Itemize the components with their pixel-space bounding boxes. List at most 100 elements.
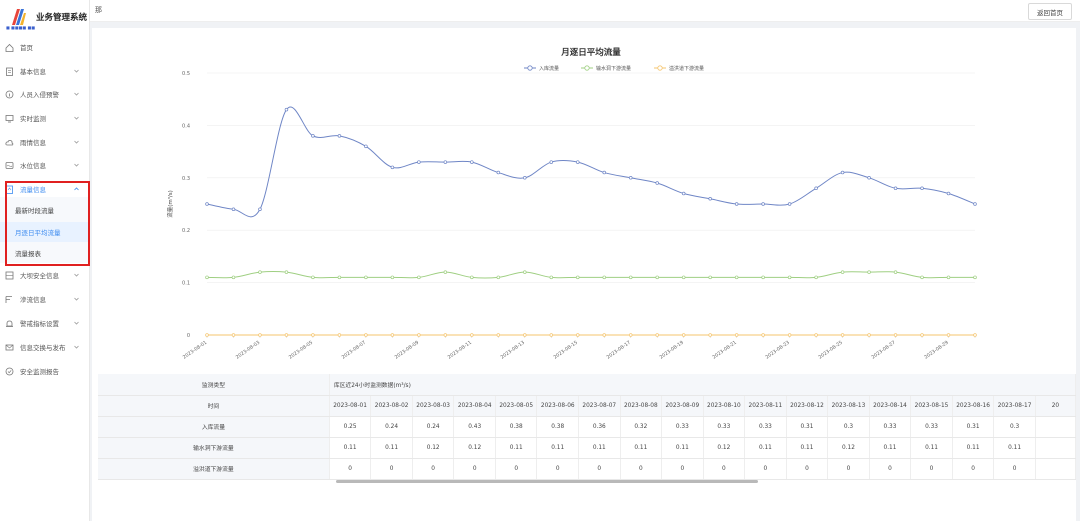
x-tick-label-22: 2023-08-23 [764,340,790,361]
series-1-point-3 [284,270,289,274]
table-cell: 0.25 [329,416,372,438]
table-cell: 2023-08-08 [620,395,663,417]
table-row: 入库流量 0.25 0.24 0.24 0.43 0.38 0.38 0.36 0.32 0.33… [98,416,1076,438]
table-cell: 0.11 [370,437,413,459]
table-cell: 2023-08-01 [329,395,372,417]
y-tick-label-3: 0.3 [182,176,190,182]
series-line-1 [206,270,975,279]
chevron-down-icon [73,67,80,74]
sidebar-item-9[interactable]: 警戒指标设置 [0,313,90,333]
table-cell: 0 [578,458,621,480]
table-cell: 0.11 [329,437,372,459]
series-2-point-11 [496,333,501,337]
table-cell: 0.24 [412,416,455,438]
x-tick-label-6: 2023-08-07 [341,340,367,361]
series-1-point-12 [523,270,527,274]
table-cell: 2023-08-06 [536,395,580,417]
table-cell: 2023-08-03 [412,395,455,417]
series-2-point-19 [708,333,712,337]
series-0-point-15 [602,170,606,175]
sidebar-item-4[interactable]: 雨情信息 [0,132,90,152]
dam-icon [5,271,14,280]
series-1-point-21 [761,275,765,280]
sidebar-item-1[interactable]: 基本信息 [0,61,90,81]
series-1-point-2 [258,270,262,274]
back-home-button[interactable]: 返回首页 [1028,3,1072,20]
table-cell: 0 [453,458,496,480]
table-scrollbar[interactable] [336,480,758,483]
sidebar: 业务管理系统 ■ ■■■■ ■■ 首页基本信息人员入侵预警实时监测雨情信息水位信… [0,0,90,521]
series-0-point-26 [893,186,898,191]
seepage-icon [5,295,14,304]
series-2-point-12 [523,333,527,337]
chevron-down-icon [73,295,80,302]
table-cell: 2023-08-17 [993,395,1036,417]
main-content: 月逐日平均流量 入库流量 输水洞下游流量 溢洪道下游流量 0 0.1 0.2 0.3 0.4 0.… [92,28,1076,521]
series-1-point-17 [655,275,659,280]
series-1-point-4 [311,275,315,280]
sidebar-item-0[interactable]: 首页 [0,37,90,57]
sidebar-item-7[interactable]: 大坝安全信息 [0,265,90,285]
legend-label-1: 输水洞下游流量 [596,65,631,72]
table-cell: 0.11 [910,437,953,459]
sidebar-item-label: 雨情信息 [20,139,46,147]
sidebar-item-label: 人员入侵预警 [20,91,59,99]
page-tab[interactable]: 那 [95,6,102,14]
submenu-item-2[interactable]: 流量报表 [15,250,41,258]
table-cell: 0 [827,458,870,480]
sidebar-item-8[interactable]: 滲流信息 [0,289,90,309]
series-2-point-0 [205,333,209,337]
logo-icon [8,5,28,29]
series-0-point-14 [576,160,580,164]
series-2-point-1 [231,333,236,337]
table-cell: 0.11 [993,437,1036,459]
x-tick-label-26: 2023-08-27 [870,340,896,361]
series-1-point-10 [470,275,474,280]
series-1-point-26 [893,270,898,274]
table-cell [1035,437,1076,459]
sidebar-item-label: 水位信息 [20,162,46,170]
table-cell: 0 [910,458,953,480]
series-0-point-6 [364,144,368,149]
table-cell: 2023-08-10 [703,395,746,417]
series-1-point-29 [973,275,977,280]
table-cell: 监测类型 [98,374,330,396]
series-2-point-20 [734,333,739,337]
chevron-down-icon [73,271,80,278]
sidebar-item-6[interactable]: 流量信息 [0,179,90,199]
series-1-point-20 [734,275,739,280]
series-0-point-10 [470,160,474,164]
table-cell: 0.11 [786,437,829,459]
table-cell: 0.24 [370,416,413,438]
sidebar-item-11[interactable]: 安全监测报告 [0,361,90,381]
table-cell: 0.43 [453,416,496,438]
table-cell: 0.3 [827,416,870,438]
table-cell [1035,458,1076,480]
sidebar-item-label: 警戒指标设置 [20,320,59,328]
sidebar-item-label: 信息交换与发布 [20,344,66,352]
series-2-point-28 [946,333,951,337]
table-cell: 0.11 [536,437,580,459]
table-date-row: 时间 2023-08-01 2023-08-02 2023-08-03 2023-08-… [98,395,1076,417]
series-0-point-21 [761,202,765,206]
table-cell: 库区近24小时监测数据(m³/s) [329,374,1076,396]
submenu-item-0[interactable]: 最新时段流量 [15,207,54,215]
logo: 业务管理系统 ■ ■■■■ ■■ [0,0,89,34]
chevron-down-icon [73,319,80,326]
sidebar-item-2[interactable]: 人员入侵预警 [0,84,90,104]
table-cell: 20 [1035,395,1076,417]
sidebar-item-10[interactable]: 信息交换与发布 [0,337,90,357]
table-cell: 2023-08-05 [495,395,538,417]
table-cell: 2023-08-12 [786,395,829,417]
report-icon [5,367,14,376]
table-cell: 0.11 [869,437,912,459]
app-title: 业务管理系统 [36,13,88,23]
submenu-item-1[interactable]: 月逐日平均流量 [0,222,90,242]
table-cell: 2023-08-02 [370,395,413,417]
series-2-point-10 [470,333,474,337]
sidebar-item-3[interactable]: 实时监测 [0,108,90,128]
sidebar-item-label: 大坝安全信息 [20,272,59,280]
table-cell: 0.33 [869,416,912,438]
sidebar-item-5[interactable]: 水位信息 [0,155,90,175]
